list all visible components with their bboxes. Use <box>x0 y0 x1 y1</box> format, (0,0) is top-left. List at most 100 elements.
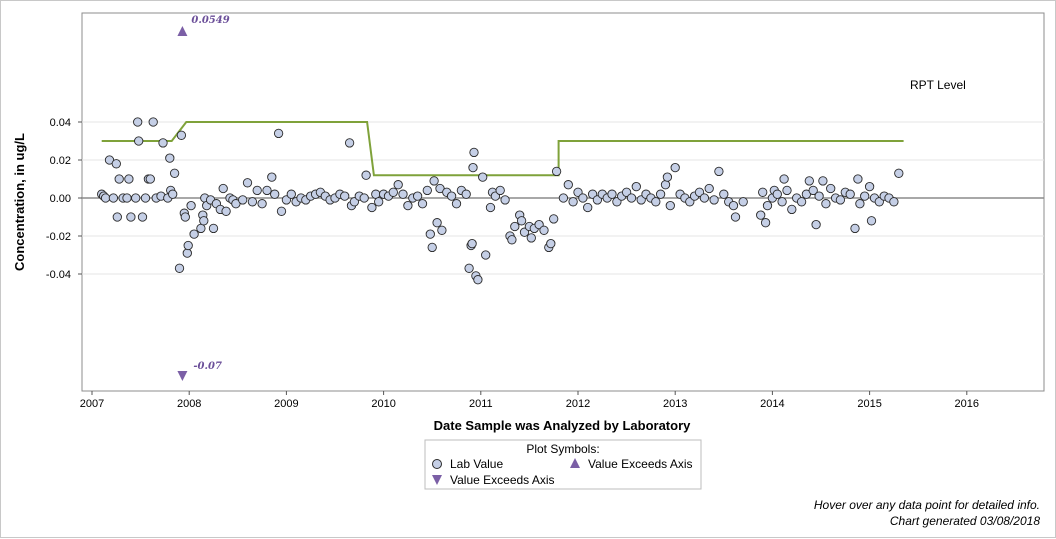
lab-value-point[interactable] <box>756 210 766 220</box>
lab-value-point[interactable] <box>779 174 789 184</box>
lab-value-point[interactable] <box>208 223 219 234</box>
lab-value-point[interactable] <box>787 204 797 215</box>
lab-value-point[interactable] <box>286 189 296 199</box>
lab-value-point[interactable] <box>137 212 148 222</box>
lab-value-point[interactable] <box>124 174 134 184</box>
lab-value-point[interactable] <box>526 233 536 243</box>
lab-value-point[interactable] <box>359 193 369 203</box>
lab-value-point[interactable] <box>273 128 284 139</box>
lab-value-point[interactable] <box>361 170 371 180</box>
lab-value-point[interactable] <box>270 189 280 199</box>
lab-value-point[interactable] <box>772 189 782 199</box>
lab-value-point[interactable] <box>563 180 573 190</box>
lab-value-point[interactable] <box>651 197 661 207</box>
lab-value-point[interactable] <box>516 216 527 226</box>
lab-value-point[interactable] <box>218 183 228 194</box>
lab-value-point[interactable] <box>631 181 641 192</box>
lab-value-point[interactable] <box>507 235 517 245</box>
lab-value-point[interactable] <box>403 200 413 211</box>
lab-value-point[interactable] <box>758 187 768 197</box>
lab-value-point[interactable] <box>108 193 119 203</box>
lab-value-point[interactable] <box>148 117 158 127</box>
lab-value-point[interactable] <box>500 195 510 205</box>
lab-value-point[interactable] <box>196 223 206 234</box>
lab-value-point[interactable] <box>344 138 355 148</box>
lab-value-point[interactable] <box>242 178 253 188</box>
lab-value-point[interactable] <box>371 189 381 199</box>
lab-value-point[interactable] <box>568 197 578 207</box>
lab-value-point[interactable] <box>728 200 739 211</box>
lab-value-point[interactable] <box>464 263 474 273</box>
lab-value-point[interactable] <box>762 200 773 211</box>
lab-value-point[interactable] <box>818 176 828 186</box>
lab-value-point[interactable] <box>481 250 491 260</box>
lab-value-point[interactable] <box>738 197 748 207</box>
lab-value-point[interactable] <box>826 183 836 194</box>
lab-value-point[interactable] <box>174 263 185 273</box>
lab-value-point[interactable] <box>189 229 199 239</box>
lab-value-point[interactable] <box>539 225 549 235</box>
lab-value-point[interactable] <box>546 238 556 249</box>
lab-value-point[interactable] <box>427 242 437 253</box>
lab-value-points[interactable] <box>97 117 904 285</box>
lab-value-point[interactable] <box>182 248 192 258</box>
lab-value-point[interactable] <box>180 212 190 222</box>
lab-value-point[interactable] <box>551 166 562 177</box>
lab-value-point[interactable] <box>183 240 193 251</box>
lab-value-point[interactable] <box>655 189 666 199</box>
lab-value-point[interactable] <box>374 197 384 207</box>
lab-value-point[interactable] <box>165 153 175 163</box>
lab-value-point[interactable] <box>422 185 432 196</box>
lab-value-point[interactable] <box>699 193 710 203</box>
lab-value-point[interactable] <box>719 189 729 199</box>
lab-value-point[interactable] <box>114 174 124 184</box>
lab-value-point[interactable] <box>860 191 870 201</box>
lab-value-point[interactable] <box>131 193 141 203</box>
lab-value-point[interactable] <box>730 212 741 222</box>
lab-value-point[interactable] <box>451 199 462 209</box>
lab-value-point[interactable] <box>777 197 787 207</box>
lab-value-point[interactable] <box>473 275 483 285</box>
lab-value-point[interactable] <box>276 206 287 216</box>
lab-value-point[interactable] <box>111 159 121 169</box>
lab-value-point[interactable] <box>199 216 209 226</box>
lab-value-point[interactable] <box>122 193 132 203</box>
lab-value-point[interactable] <box>112 212 122 222</box>
lab-value-point[interactable] <box>393 180 403 190</box>
lab-value-point[interactable] <box>796 197 807 207</box>
lab-value-point[interactable] <box>221 206 231 216</box>
lab-value-point[interactable] <box>850 223 860 234</box>
lab-value-point[interactable] <box>845 189 855 199</box>
lab-value-point[interactable] <box>417 199 428 209</box>
lab-value-point[interactable] <box>262 185 272 196</box>
lab-value-point[interactable] <box>340 191 350 201</box>
lab-value-point[interactable] <box>267 172 277 182</box>
lab-value-point[interactable] <box>665 200 675 211</box>
lab-value-point[interactable] <box>583 202 593 213</box>
lab-value-point[interactable] <box>478 172 488 182</box>
lab-value-point[interactable] <box>709 195 719 205</box>
lab-value-point[interactable] <box>176 130 187 140</box>
lab-value-point[interactable] <box>168 189 178 199</box>
lab-value-point[interactable] <box>864 181 875 192</box>
lab-value-point[interactable] <box>866 216 877 226</box>
lab-value-point[interactable] <box>855 199 865 209</box>
lab-value-point[interactable] <box>257 199 267 209</box>
lab-value-point[interactable] <box>889 197 899 207</box>
lab-value-point[interactable] <box>247 197 258 207</box>
lab-value-point[interactable] <box>626 193 637 203</box>
lab-value-point[interactable] <box>126 212 136 222</box>
lab-value-point[interactable] <box>140 193 151 203</box>
lab-value-point[interactable] <box>704 183 714 194</box>
lab-value-point[interactable] <box>578 193 588 203</box>
lab-value-point[interactable] <box>100 193 111 203</box>
lab-value-point[interactable] <box>853 174 863 184</box>
lab-value-point[interactable] <box>670 162 680 173</box>
lab-value-point[interactable] <box>549 214 559 224</box>
lab-value-point[interactable] <box>760 218 771 228</box>
lab-value-point[interactable] <box>469 147 479 158</box>
lab-value-point[interactable] <box>894 168 904 178</box>
lab-value-point[interactable] <box>437 225 447 235</box>
lab-value-point[interactable] <box>558 193 569 203</box>
lab-value-point[interactable] <box>782 185 792 196</box>
